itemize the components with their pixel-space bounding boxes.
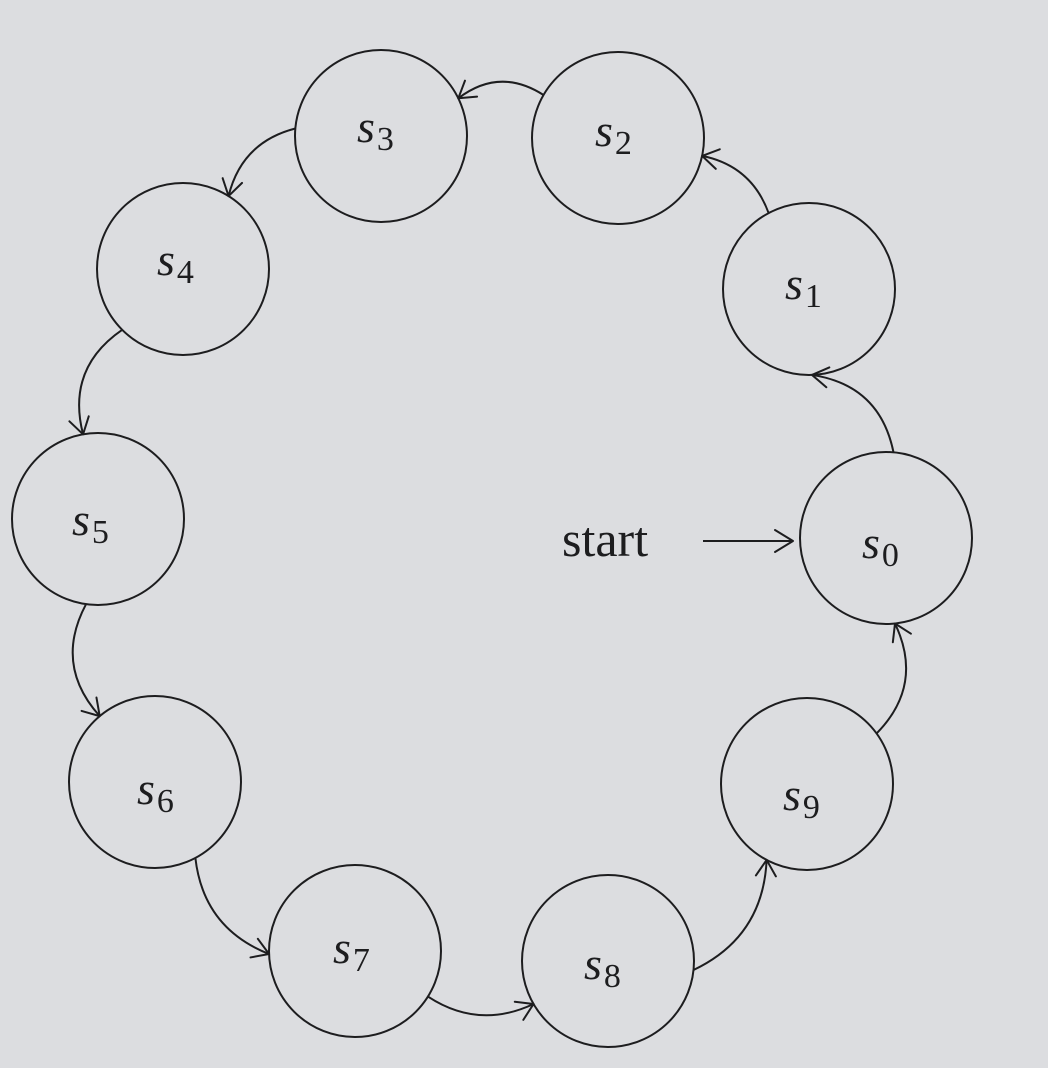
transition-s1-s2 <box>701 154 770 214</box>
transition-s7-s8 <box>427 995 534 1017</box>
state-circle <box>96 182 270 356</box>
state-label: s6 <box>137 763 174 820</box>
state-circle <box>11 432 185 606</box>
state-s5: s5 <box>11 432 185 606</box>
state-symbol: s <box>357 101 375 152</box>
state-subscript: 2 <box>615 125 632 162</box>
state-circle <box>531 51 705 225</box>
state-symbol: s <box>785 258 803 309</box>
state-label: s5 <box>72 494 109 551</box>
state-label: s1 <box>785 258 822 315</box>
state-label: s9 <box>783 769 820 826</box>
state-symbol: s <box>862 517 880 568</box>
state-symbol: s <box>137 763 155 814</box>
state-s4: s4 <box>96 182 270 356</box>
state-symbol: s <box>595 105 613 156</box>
state-subscript: 3 <box>377 121 394 158</box>
state-symbol: s <box>783 769 801 820</box>
state-subscript: 6 <box>157 783 174 820</box>
state-symbol: s <box>157 234 175 285</box>
transition-s4-s5 <box>78 328 123 435</box>
state-subscript: 1 <box>805 278 822 315</box>
state-label: s8 <box>584 938 621 995</box>
state-s8: s8 <box>521 874 695 1048</box>
state-circle <box>521 874 695 1048</box>
start-label: start <box>562 511 648 567</box>
state-subscript: 0 <box>882 537 899 574</box>
state-s0: s0 <box>799 451 973 625</box>
transition-s6-s7 <box>194 857 270 955</box>
state-label: s2 <box>595 105 632 162</box>
state-symbol: s <box>72 494 90 545</box>
transition-s2-s3 <box>457 80 545 100</box>
start-indicator: start <box>562 511 794 567</box>
state-s7: s7 <box>268 864 442 1038</box>
state-s9: s9 <box>720 697 894 871</box>
state-s2: s2 <box>531 51 705 225</box>
state-symbol: s <box>584 938 602 989</box>
state-circle <box>799 451 973 625</box>
start-arrowhead <box>774 529 794 553</box>
state-s6: s6 <box>68 695 242 869</box>
transition-arrowhead-s6-s7 <box>249 937 271 959</box>
state-circle <box>294 49 468 223</box>
state-subscript: 8 <box>604 958 621 995</box>
transition-s8-s9 <box>693 859 768 971</box>
transition-edges <box>68 79 912 1021</box>
state-symbol: s <box>333 922 351 973</box>
state-circle <box>68 695 242 869</box>
transition-s5-s6 <box>71 603 101 717</box>
state-subscript: 9 <box>803 789 820 826</box>
state-label: s4 <box>157 234 194 291</box>
state-circle <box>722 202 896 376</box>
transition-s0-s1 <box>811 373 895 453</box>
state-label: s3 <box>357 101 394 158</box>
state-label: s7 <box>333 922 370 979</box>
state-circle <box>720 697 894 871</box>
transition-s9-s0 <box>875 623 908 735</box>
state-subscript: 4 <box>177 254 194 291</box>
state-label: s0 <box>862 517 899 574</box>
state-subscript: 7 <box>353 942 370 979</box>
transition-s3-s4 <box>227 127 296 197</box>
state-s1: s1 <box>722 202 896 376</box>
state-subscript: 5 <box>92 514 109 551</box>
state-circle <box>268 864 442 1038</box>
state-s3: s3 <box>294 49 468 223</box>
